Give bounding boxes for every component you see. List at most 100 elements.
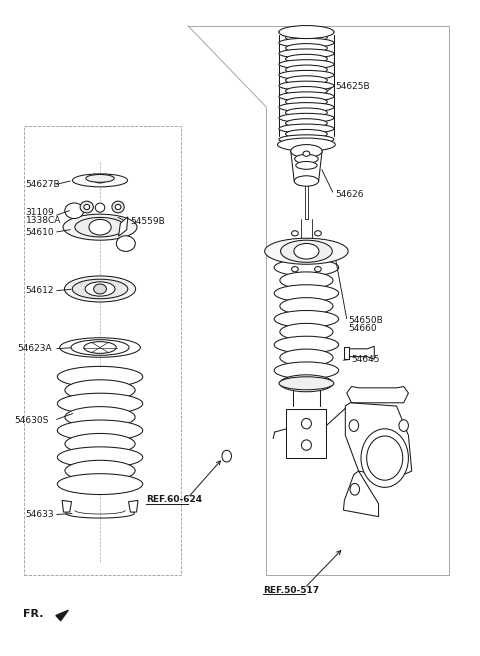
Ellipse shape [71,340,129,356]
Ellipse shape [274,259,339,276]
Ellipse shape [361,429,408,487]
Text: 54660: 54660 [348,324,377,333]
Ellipse shape [279,124,334,133]
Ellipse shape [264,238,348,264]
Ellipse shape [64,276,136,302]
Ellipse shape [279,60,334,69]
Ellipse shape [399,420,408,432]
Ellipse shape [280,323,333,340]
Text: 54627B: 54627B [25,180,60,190]
Ellipse shape [65,203,84,218]
Ellipse shape [350,483,360,495]
Ellipse shape [86,174,114,182]
Ellipse shape [286,43,327,52]
Text: REF.50-517: REF.50-517 [263,586,319,594]
Text: 1338CA: 1338CA [25,216,61,225]
Ellipse shape [279,377,334,390]
Ellipse shape [286,33,327,42]
Ellipse shape [291,231,298,236]
Ellipse shape [286,119,327,128]
Polygon shape [345,403,412,478]
Ellipse shape [274,285,339,302]
Text: 54630S: 54630S [14,416,49,425]
Ellipse shape [75,217,125,237]
Ellipse shape [65,407,135,428]
Ellipse shape [65,380,135,401]
Text: 54633: 54633 [25,510,54,519]
Text: 54610: 54610 [25,228,54,237]
Ellipse shape [296,161,317,169]
Ellipse shape [84,342,116,354]
Ellipse shape [96,203,105,213]
Polygon shape [119,216,128,236]
Text: 54623A: 54623A [17,344,52,354]
Ellipse shape [222,450,231,462]
Bar [24,127,180,575]
Polygon shape [343,471,379,517]
Ellipse shape [115,205,121,210]
Ellipse shape [286,87,327,96]
Polygon shape [62,501,72,512]
Ellipse shape [286,129,327,138]
Ellipse shape [95,178,106,183]
Ellipse shape [291,144,322,157]
Ellipse shape [349,420,359,432]
Ellipse shape [279,26,334,39]
Ellipse shape [274,362,339,379]
Ellipse shape [116,236,135,251]
Ellipse shape [301,440,312,450]
Ellipse shape [279,49,334,58]
Ellipse shape [274,310,339,327]
Ellipse shape [57,447,143,468]
Polygon shape [287,409,326,458]
Ellipse shape [279,92,334,101]
Ellipse shape [85,282,115,296]
Ellipse shape [314,266,321,272]
Text: 54626: 54626 [335,190,363,199]
Ellipse shape [65,434,135,454]
Ellipse shape [63,214,137,240]
Ellipse shape [57,393,143,414]
Ellipse shape [274,337,339,353]
Text: REF.60-624: REF.60-624 [146,495,202,504]
Ellipse shape [280,240,332,262]
Ellipse shape [367,436,403,480]
Ellipse shape [286,65,327,74]
Ellipse shape [94,284,107,294]
Polygon shape [344,347,349,359]
Ellipse shape [286,97,327,106]
Ellipse shape [286,76,327,85]
Ellipse shape [279,81,334,91]
Ellipse shape [286,108,327,117]
Ellipse shape [314,231,321,236]
Ellipse shape [279,28,334,37]
Ellipse shape [280,375,333,392]
Ellipse shape [72,174,128,187]
Ellipse shape [286,54,327,64]
Ellipse shape [279,113,334,123]
Text: 54645: 54645 [351,355,380,363]
Text: 31109: 31109 [25,208,54,216]
Ellipse shape [279,70,334,79]
Ellipse shape [295,154,318,163]
Ellipse shape [301,419,312,429]
Text: 54559B: 54559B [130,218,165,226]
Ellipse shape [280,272,333,289]
Text: 54625B: 54625B [335,81,370,91]
Ellipse shape [294,176,319,186]
Ellipse shape [72,279,128,298]
Text: 54650B: 54650B [348,316,383,325]
Polygon shape [349,346,374,359]
Ellipse shape [60,338,140,358]
Ellipse shape [89,219,111,235]
Ellipse shape [280,298,333,315]
Ellipse shape [294,243,319,259]
Text: FR.: FR. [23,609,43,619]
Ellipse shape [80,201,94,213]
Ellipse shape [279,38,334,47]
Text: 54612: 54612 [25,287,54,295]
Polygon shape [129,501,138,512]
Ellipse shape [65,461,135,481]
Ellipse shape [84,205,90,210]
Ellipse shape [57,367,143,387]
